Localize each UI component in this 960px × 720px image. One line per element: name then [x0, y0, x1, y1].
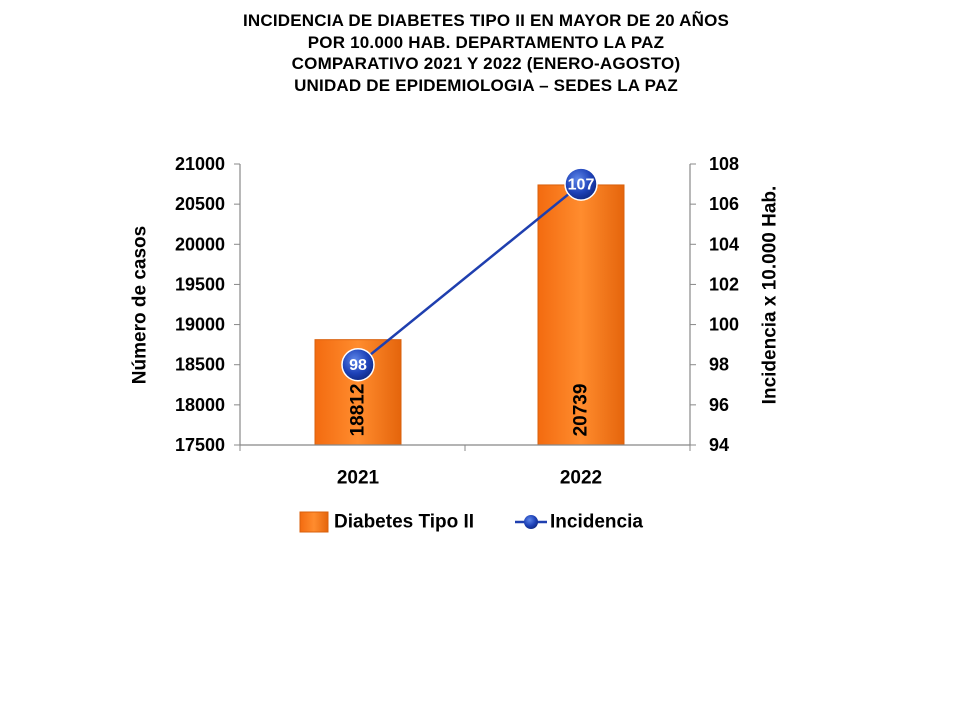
- title-line-1: INCIDENCIA DE DIABETES TIPO II EN MAYOR …: [242, 11, 730, 30]
- y-axis-title-right: Incidencia x 10.000 Hab.: [760, 186, 781, 405]
- y-tick-label-left: 20500: [175, 194, 225, 214]
- incidence-marker: [341, 347, 375, 382]
- x-tick-label: 2021: [337, 468, 380, 489]
- y-tick-label-left: 17500: [175, 435, 225, 455]
- bar-2022: [537, 184, 625, 446]
- title-line-4: UNIDAD DE EPIDEMIOLOGIA – SEDES LA PAZ: [294, 75, 678, 95]
- incidence-value-label: 107: [568, 177, 595, 194]
- legend-swatch-bar: [299, 511, 329, 533]
- bar-value-label: 20739: [571, 384, 592, 437]
- y-tick-label-right: 96: [709, 395, 729, 415]
- y-tick-label-right: 94: [709, 435, 729, 455]
- y-tick-label-left: 20000: [175, 234, 225, 254]
- axes-layer: 17500 18000 18500 19000 19500 20000 20500 21000…: [130, 154, 781, 489]
- incidence-line: [357, 183, 582, 366]
- legend: Diabetes Tipo II Incidencia: [299, 511, 643, 533]
- y-tick-label-left: 18500: [175, 355, 225, 375]
- y-tick-label-right: 108: [709, 154, 739, 174]
- legend-label-bar: Diabetes Tipo II: [334, 512, 474, 533]
- y-tick-label-left: 19500: [175, 274, 225, 294]
- legend-swatch-marker: [524, 515, 538, 529]
- bars-layer: 18812 20739: [314, 184, 625, 446]
- title-line-2: POR 10.000 HAB. DEPARTAMENTO LA PAZ: [307, 32, 665, 52]
- title-line-3: COMPARATIVO 2021 Y 2022 (ENERO-AGOSTO): [291, 54, 681, 73]
- y-axis-title-left: Número de casos: [130, 226, 151, 384]
- y-tick-label-left: 19000: [175, 315, 225, 335]
- y-tick-label-right: 104: [709, 234, 739, 254]
- chart-title: INCIDENCIA DE DIABETES TIPO II EN MAYOR …: [0, 10, 960, 96]
- legend-label-line: Incidencia: [550, 512, 643, 533]
- y-tick-label-left: 21000: [175, 154, 225, 174]
- incidence-value-label: 98: [349, 357, 367, 374]
- x-tick-label: 2022: [560, 468, 602, 489]
- bar-value-label: 18812: [348, 384, 369, 437]
- y-tick-label-right: 102: [709, 274, 739, 294]
- y-tick-label-right: 106: [709, 194, 739, 214]
- y-tick-label-right: 98: [709, 355, 729, 375]
- line-layer: 98 107: [341, 167, 598, 382]
- y-tick-label-right: 100: [709, 315, 739, 335]
- incidence-marker: [564, 167, 598, 201]
- y-tick-label-left: 18000: [175, 395, 225, 415]
